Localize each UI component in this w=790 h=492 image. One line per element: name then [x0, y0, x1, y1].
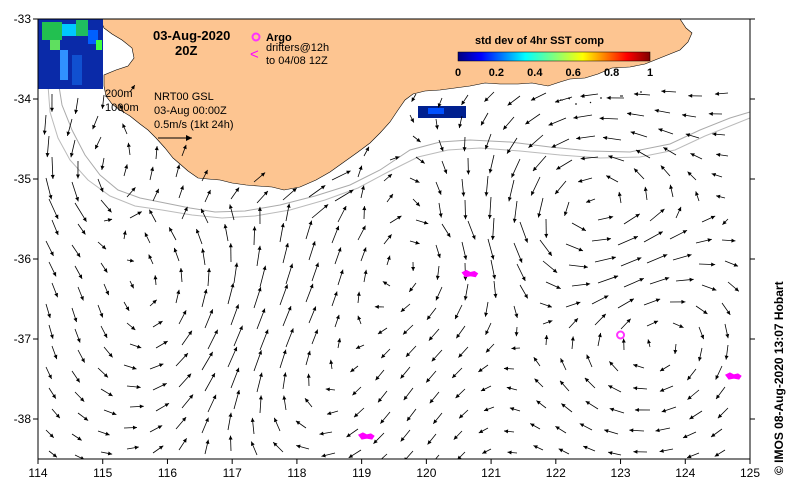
argo-float-icon: [616, 330, 626, 340]
x-tick-label: 122: [546, 466, 566, 480]
colorbar-tick-label: 0.8: [604, 67, 619, 79]
x-tick-label: 116: [158, 466, 177, 480]
x-tick-label: 117: [223, 466, 242, 480]
svg-text:std dev of 4hr SST comp: std dev of 4hr SST comp: [475, 35, 604, 47]
drifter-legend: < drifters@12h to 04/08 12Z: [250, 42, 329, 67]
colorbar-tick-label: 0: [455, 67, 461, 79]
x-tick-label: 119: [352, 466, 371, 480]
colorbar: std dev of 4hr SST comp 0 0.2 0.4 0.6 0.8 1: [455, 35, 653, 79]
drifter-track: [357, 432, 375, 440]
isobath-200-label: 200m: [105, 88, 133, 100]
coastal-islands: [560, 91, 642, 105]
current-vectors: [42, 84, 740, 459]
x-tick-label: 115: [93, 466, 112, 480]
drifter-track: [461, 269, 479, 278]
colorbar-tick-label: 1: [647, 67, 653, 79]
land-mass: [99, 19, 693, 191]
y-tick-label: -38: [14, 412, 32, 426]
y-tick-label: -35: [14, 172, 32, 186]
x-tick-label: 120: [416, 466, 436, 480]
isobath-1000m: [47, 59, 750, 219]
x-tick-label: 118: [287, 466, 306, 480]
y-tick-label: -37: [14, 332, 32, 346]
colorbar-tick-label: 0.2: [489, 67, 504, 79]
plot-frame: [37, 18, 751, 460]
isobath-200m: [57, 59, 750, 213]
x-tick-label: 124: [675, 466, 695, 480]
map-time: 20Z: [175, 43, 197, 58]
model-name: NRT00 GSL: [154, 91, 214, 103]
colorbar-tick-label: 0.6: [566, 67, 581, 79]
x-axis: 114 115 116 117 118 119 120 121 122 123 124 125: [28, 459, 760, 480]
imos-credit: © IMOS 08-Aug-2020 13:07 Hobart: [772, 281, 786, 475]
argo-icon: [251, 32, 261, 42]
drifter-icon: <: [250, 46, 259, 63]
sst-stddev-patch-west: [38, 19, 103, 89]
x-tick-label: 114: [28, 466, 47, 480]
x-tick-label: 121: [481, 466, 501, 480]
scale-arrow: [158, 135, 192, 141]
svg-text:drifters@12h: drifters@12h: [266, 42, 329, 54]
model-time: 03-Aug 00:00Z: [154, 105, 227, 117]
sst-stddev-patch-coast: [418, 106, 466, 118]
credit-band: © IMOS 08-Aug-2020 13:07 Hobart: [772, 281, 786, 475]
argo-legend: Argo: [251, 32, 292, 44]
y-axis: -33 -34 -35 -36 -37 -38: [14, 12, 755, 426]
isobath-1000-label: 1000m: [105, 102, 139, 114]
svg-text:to 04/08 12Z: to 04/08 12Z: [266, 55, 328, 67]
svg-text:Argo: Argo: [266, 32, 292, 44]
y-tick-label: -36: [14, 252, 32, 266]
colorbar-tick-label: 0.4: [527, 67, 543, 79]
y-tick-label: -34: [14, 92, 32, 106]
scale-label: 0.5m/s (1kt 24h): [154, 119, 233, 131]
markers: [357, 269, 742, 440]
map-date: 03-Aug-2020: [153, 28, 230, 43]
x-tick-label: 125: [740, 466, 760, 480]
x-tick-label: 123: [611, 466, 631, 480]
y-tick-label: -33: [14, 12, 32, 26]
drifter-track: [724, 372, 742, 380]
